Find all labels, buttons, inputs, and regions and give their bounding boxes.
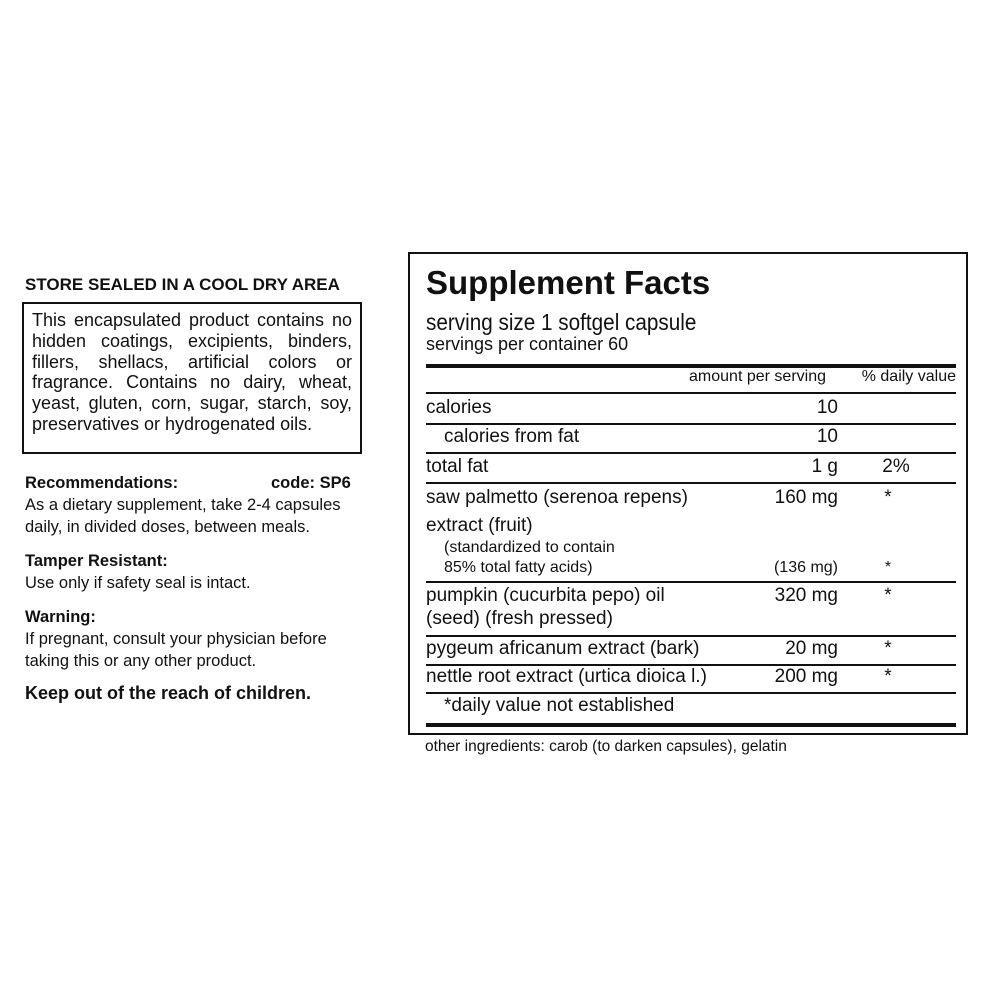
product-code: code: SP6 [271, 474, 351, 492]
divider [426, 581, 956, 583]
ingredient-row: saw palmetto (serenoa repens) 160 mg * [426, 487, 892, 508]
ingredient-row: pygeum africanum extract (bark) 20 mg * [426, 638, 892, 659]
divider [426, 635, 956, 637]
purity-statement-box: This encapsulated product contains no hi… [22, 302, 362, 454]
supplement-facts-panel: Supplement Facts serving size 1 softgel … [408, 252, 968, 735]
ingredient-row-cont: (seed) (fresh pressed) [426, 608, 613, 629]
recommendations-heading: Recommendations: [25, 474, 179, 492]
amount-header: amount per serving [689, 368, 826, 385]
nutrient-row: calories from fat 10 [444, 426, 838, 447]
divider [426, 692, 956, 694]
nutrient-row: total fat 1 g 2% [426, 456, 910, 477]
purity-line: fragrance. Contains no dairy, wheat, [32, 372, 352, 393]
ingredient-row: pumpkin (cucurbita pepo) oil 320 mg * [426, 585, 892, 606]
servings-per-container: servings per container 60 [426, 334, 629, 354]
tamper-heading: Tamper Resistant: [25, 552, 168, 570]
divider [426, 364, 956, 368]
ingredient-row: nettle root extract (urtica dioica l.) 20… [426, 666, 892, 687]
tamper-text: Use only if safety seal is intact. [25, 574, 251, 592]
ingredient-note: (standardized to contain [444, 539, 615, 556]
ingredient-note: 85% total fatty acids) (136 mg) * [444, 559, 892, 576]
divider [426, 423, 956, 425]
footnote: *daily value not established [444, 695, 675, 716]
purity-line: preservatives or hydrogenated oils. [32, 413, 313, 434]
serving-size: serving size 1 softgel capsule [426, 309, 697, 335]
recommendation-line: As a dietary supplement, take 2-4 capsul… [25, 496, 341, 514]
warning-line: If pregnant, consult your physician befo… [25, 630, 327, 648]
warning-line: taking this or any other product. [25, 652, 257, 670]
ingredient-row-cont: extract (fruit) [426, 515, 533, 536]
other-ingredients: other ingredients: carob (to darken caps… [425, 738, 787, 755]
facts-title: Supplement Facts [426, 264, 711, 301]
purity-line: yeast, gluten, corn, sugar, starch, soy, [32, 393, 352, 414]
purity-line: hidden coatings, excipients, binders, [32, 330, 352, 351]
divider [426, 452, 956, 454]
divider [426, 723, 956, 727]
nutrient-row: calories 10 [426, 397, 838, 418]
divider [426, 664, 956, 666]
recommendation-line: daily, in divided doses, between meals. [25, 518, 310, 536]
purity-line: This encapsulated product contains no [32, 310, 352, 330]
divider [426, 392, 956, 394]
warning-heading: Warning: [25, 608, 96, 626]
divider [426, 482, 956, 484]
purity-line: fillers, shellacs, artificial colors or [32, 351, 352, 372]
storage-instruction: STORE SEALED IN A COOL DRY AREA [25, 275, 340, 294]
keep-out-warning: Keep out of the reach of children. [25, 683, 312, 703]
dv-header: % daily value [861, 368, 956, 385]
